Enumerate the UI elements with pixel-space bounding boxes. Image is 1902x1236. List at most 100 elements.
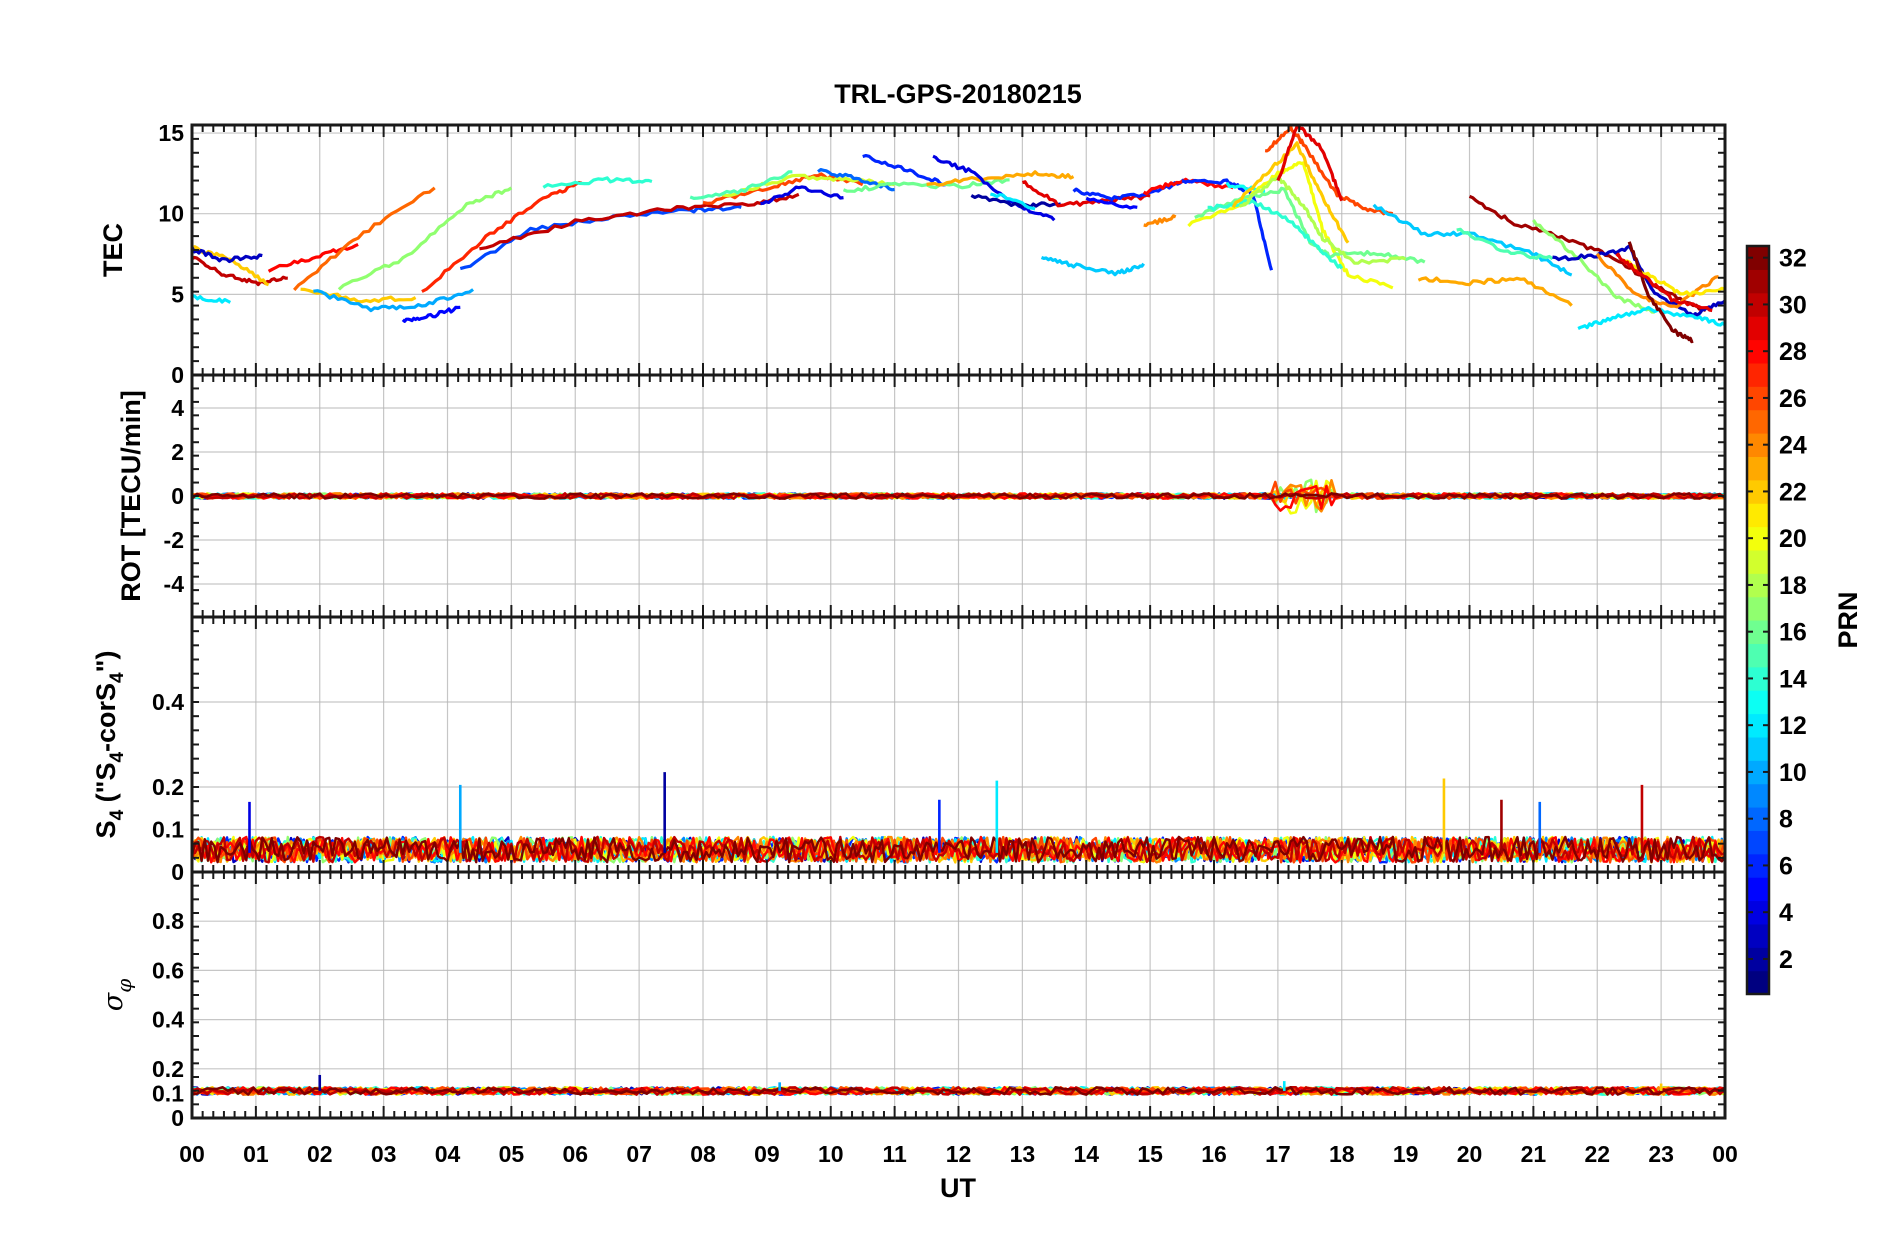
colorbar-band xyxy=(1747,666,1769,691)
colorbar-band xyxy=(1747,433,1769,457)
colorbar-band xyxy=(1747,783,1769,808)
colorbar-tick-label: 8 xyxy=(1779,806,1793,834)
tec-series-prn-12 xyxy=(192,294,232,304)
y-axis-label-tec: TEC xyxy=(98,223,128,277)
colorbar-tick-label: 26 xyxy=(1779,385,1807,413)
tec-series-prn-2 xyxy=(970,194,1061,209)
tec-series-prn-29 xyxy=(1021,180,1151,208)
colorbar-band xyxy=(1747,970,1769,995)
tec-series-prn-4 xyxy=(932,154,1056,222)
x-tick-label: 15 xyxy=(1137,1141,1163,1167)
x-tick-label: 23 xyxy=(1648,1141,1674,1167)
tec-series-prn-17 xyxy=(1532,219,1655,314)
x-tick-label: 17 xyxy=(1265,1141,1291,1167)
colorbar-tick-label: 22 xyxy=(1779,478,1807,506)
tec-series-prn-19 xyxy=(721,173,895,198)
s4-series-prn-30 xyxy=(192,835,1725,864)
colorbar-band xyxy=(1747,900,1769,925)
x-tick-label: 11 xyxy=(882,1141,907,1167)
colorbar-band xyxy=(1747,409,1769,434)
colorbar-band xyxy=(1747,549,1769,574)
y-axis-label-rot: ROT [TECU/min] xyxy=(116,390,146,601)
x-tick-label: 04 xyxy=(435,1141,461,1167)
y-tick-label: 0 xyxy=(171,1105,184,1131)
x-tick-label: 20 xyxy=(1457,1141,1483,1167)
y-axis-label-sigma_phi: σφ xyxy=(98,979,136,1011)
tec-series-prn-23 xyxy=(1417,276,1573,307)
colorbar-tick-label: 18 xyxy=(1779,572,1807,600)
data-sigma_phi xyxy=(192,1074,1725,1096)
data-tec xyxy=(192,125,1725,344)
tec-series-prn-27 xyxy=(421,180,582,293)
x-tick-labels: 00 01 02 03 04 05 06 07 08 09 10 11 12 13 14 15 16 17 18 19… xyxy=(179,1141,1738,1167)
x-tick-label: 02 xyxy=(307,1141,333,1167)
colorbar-band xyxy=(1747,269,1769,294)
x-tick-label: 00 xyxy=(179,1141,205,1167)
colorbar-tick-label: 6 xyxy=(1779,852,1793,880)
colorbar-tick-label: 20 xyxy=(1779,525,1807,553)
y-tick-label: 0.2 xyxy=(152,774,184,800)
x-tick-label: 14 xyxy=(1073,1141,1099,1167)
y-tick-label: 0 xyxy=(171,483,184,509)
y-tick-label: 0 xyxy=(171,859,184,885)
tec-series-prn-6 xyxy=(1072,178,1190,202)
colorbar-band xyxy=(1747,853,1769,878)
colorbar-band xyxy=(1747,736,1769,761)
tec-series-prn-5 xyxy=(1085,196,1138,210)
tec-series-prn-16 xyxy=(1194,186,1426,264)
tec-series-prn-18 xyxy=(1239,176,1407,265)
tec-series-prn-4 xyxy=(760,185,844,206)
colorbar-band xyxy=(1747,947,1769,972)
tec-series-prn-5 xyxy=(401,305,461,323)
y-tick-label: 15 xyxy=(158,120,184,146)
colorbar-band xyxy=(1747,643,1769,668)
chart-title: TRL-GPS-20180215 xyxy=(834,79,1082,109)
x-tick-label: 06 xyxy=(562,1141,588,1167)
colorbar-band xyxy=(1747,573,1769,598)
x-tick-label: 16 xyxy=(1201,1141,1227,1167)
y-tick-label: 0.2 xyxy=(152,1056,184,1082)
tec-series-prn-22 xyxy=(1231,141,1350,244)
colorbar-band xyxy=(1747,807,1769,831)
tec-series-prn-3 xyxy=(1552,244,1725,318)
colorbar-tick-label: 12 xyxy=(1779,712,1807,740)
y-tick-label: 5 xyxy=(171,281,184,307)
colorbar-tick-label: 28 xyxy=(1779,338,1807,366)
colorbar-band xyxy=(1747,690,1769,715)
tec-series-prn-15 xyxy=(1456,227,1554,261)
minor-ticks-sigma_phi xyxy=(191,871,1726,1119)
tec-series-prn-14 xyxy=(1207,199,1344,270)
tec-series-prn-30 xyxy=(192,255,288,287)
y-tick-label: 4 xyxy=(171,395,184,421)
grid-tec xyxy=(191,125,1726,376)
tec-series-prn-29 xyxy=(1615,252,1713,313)
colorbar-band xyxy=(1747,830,1769,855)
colorbar-band xyxy=(1747,760,1769,785)
colorbar-tick-label: 14 xyxy=(1779,665,1807,693)
tec-series-prn-31 xyxy=(1468,194,1707,312)
colorbar-tick-label: 4 xyxy=(1779,899,1793,927)
colorbar-band xyxy=(1747,292,1769,317)
y-tick-label: 10 xyxy=(158,201,184,227)
tec-series-prn-24 xyxy=(1143,214,1177,228)
x-tick-label: 19 xyxy=(1393,1141,1419,1167)
x-tick-label: 13 xyxy=(1010,1141,1036,1167)
y-tick-label: -2 xyxy=(164,527,184,553)
x-tick-label: 05 xyxy=(499,1141,525,1167)
tec-series-prn-17 xyxy=(337,186,513,291)
tec-series-prn-15 xyxy=(689,170,793,200)
y-axis-label-s4: S4 ("S4-corS4") xyxy=(91,651,128,839)
tec-series-prn-10 xyxy=(313,288,475,313)
colorbar-label: PRN xyxy=(1833,591,1863,648)
x-tick-label: 10 xyxy=(818,1141,844,1167)
tec-series-prn-6 xyxy=(1181,178,1274,271)
y-tick-label: 2 xyxy=(171,439,184,465)
y-tick-label: 0.4 xyxy=(152,689,184,715)
colorbar-band xyxy=(1747,456,1769,481)
tec-series-prn-12 xyxy=(1577,305,1725,330)
colorbar-band xyxy=(1747,339,1769,364)
colorbar-tick-label: 24 xyxy=(1779,432,1807,460)
grid-s4 xyxy=(191,617,1726,873)
y-tick-label: 0.4 xyxy=(152,1007,184,1033)
